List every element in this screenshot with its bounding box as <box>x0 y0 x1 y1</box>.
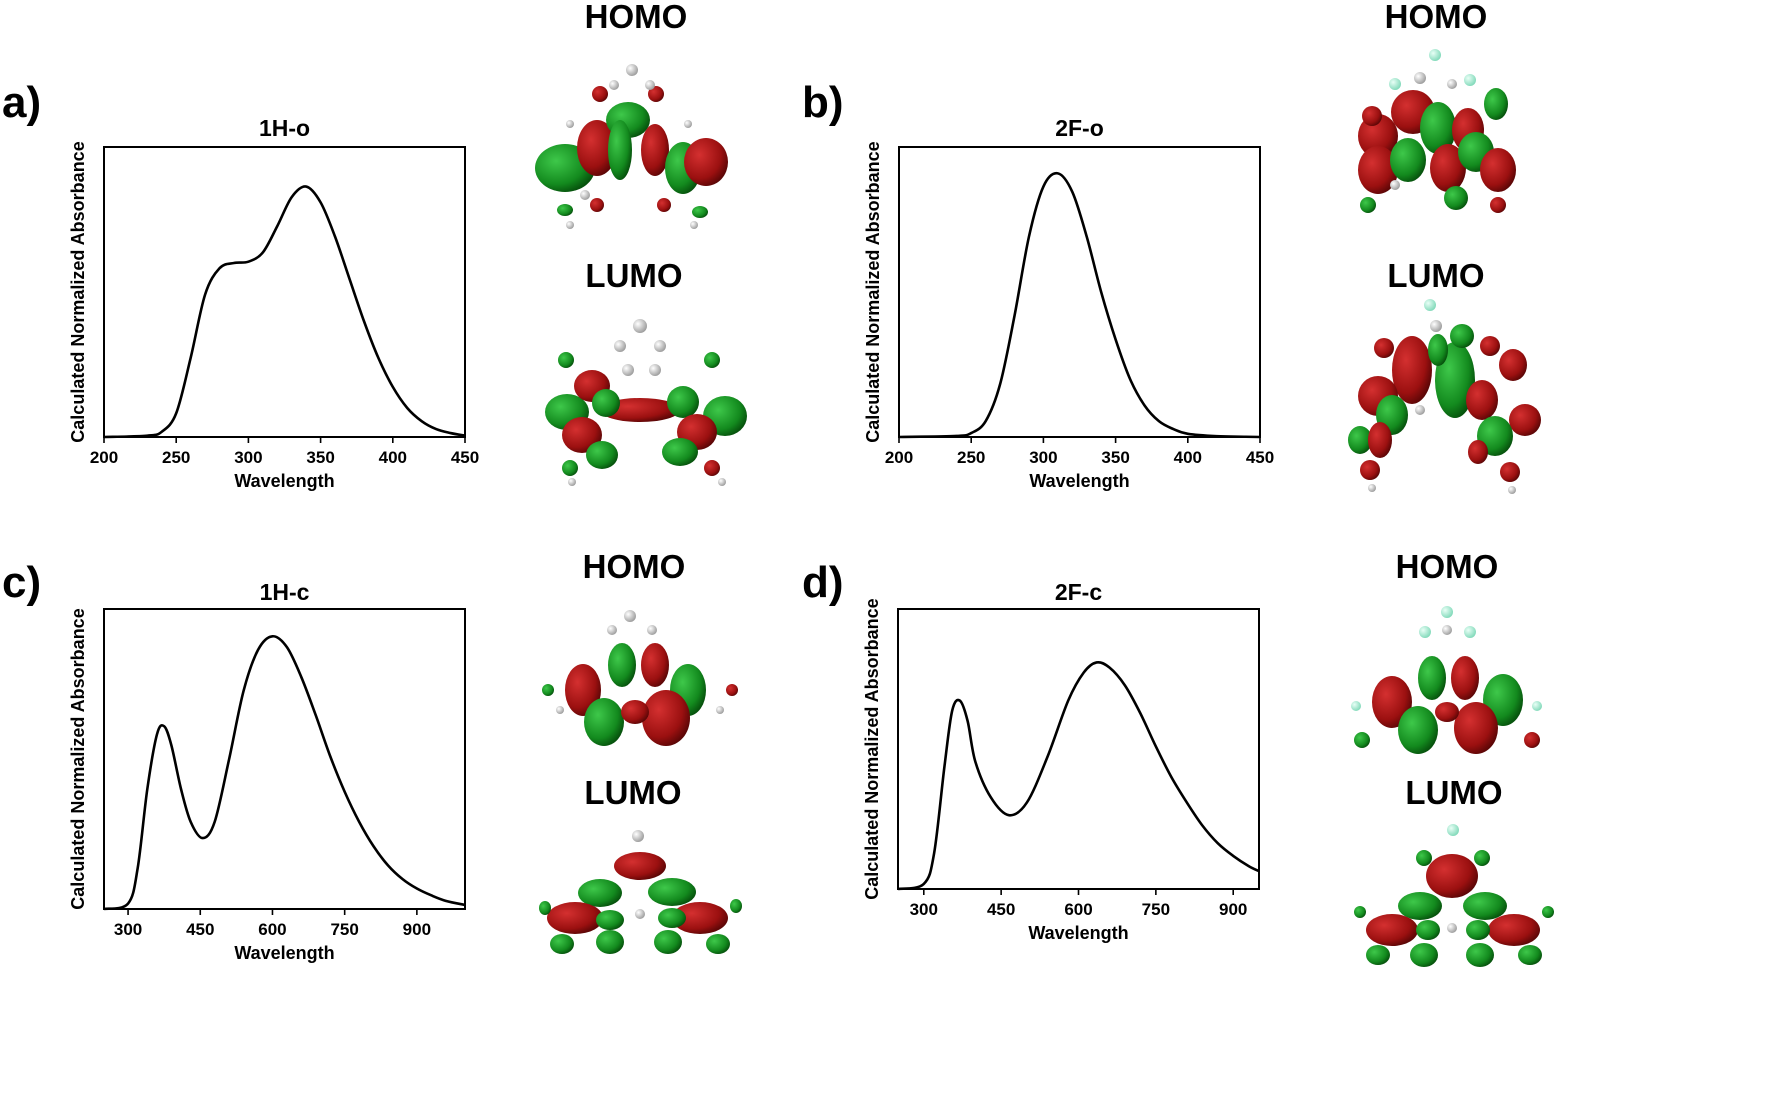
plot-frame-c <box>103 608 466 910</box>
orbital-lumo-1h-o <box>545 319 747 486</box>
orbital-homo-2f-o <box>1358 49 1516 213</box>
series-line-d-0 <box>897 660 1260 891</box>
panel-label-d: d) <box>802 558 844 607</box>
series-line-c-0 <box>103 634 466 911</box>
homo-label-d: HOMO <box>1396 548 1499 585</box>
y-axis-label-c: Calculated Normalized Absorbance <box>68 608 88 909</box>
x-tick-label-a-350: 350 <box>306 448 334 467</box>
x-tick-label-a-400: 400 <box>379 448 407 467</box>
x-tick-label-d-300: 300 <box>910 900 938 919</box>
panel-label-c: c) <box>2 558 41 607</box>
x-tick-label-a-450: 450 <box>451 448 479 467</box>
y-axis-label-b: Calculated Normalized Absorbance <box>863 141 883 442</box>
orbital-homo-1h-o <box>535 64 728 229</box>
chart-panel-d: d) 2F-c 300 450 600 750 900 Wavelength Calculate… <box>802 558 1260 943</box>
lumo-label-a: LUMO <box>585 257 682 294</box>
x-tick-label-b-250: 250 <box>957 448 985 467</box>
x-tick-label-b-450: 450 <box>1246 448 1274 467</box>
x-tick-label-c-900: 900 <box>403 920 431 939</box>
lumo-label-b: LUMO <box>1387 257 1484 294</box>
x-tick-label-c-300: 300 <box>114 920 142 939</box>
orbital-homo-1h-c <box>542 610 738 746</box>
chart-panel-c: c) 1H-c 300 450 600 750 900 Wavelength Calculate… <box>2 558 466 963</box>
plot-frame-b <box>898 146 1261 438</box>
x-tick-label-d-750: 750 <box>1142 900 1170 919</box>
chart-title-a: 1H-o <box>259 115 310 141</box>
chart-panel-b: b) 2F-o 200 250 300 350 400 450 Wavelength Calcul… <box>802 78 1274 491</box>
x-tick-label-b-200: 200 <box>885 448 913 467</box>
chart-title-c: 1H-c <box>260 579 310 605</box>
x-tick-label-c-600: 600 <box>258 920 286 939</box>
homo-label-c: HOMO <box>583 548 686 585</box>
x-tick-label-d-900: 900 <box>1219 900 1247 919</box>
chart-title-d: 2F-c <box>1055 579 1103 605</box>
orbital-homo-2f-c <box>1351 606 1542 754</box>
x-axis-label-c: Wavelength <box>234 943 334 963</box>
x-tick-label-a-300: 300 <box>234 448 262 467</box>
lumo-label-c: LUMO <box>584 774 681 811</box>
x-tick-label-d-600: 600 <box>1064 900 1092 919</box>
homo-label-a: HOMO <box>585 0 688 35</box>
orbital-lumo-2f-c <box>1354 824 1554 967</box>
x-tick-label-b-300: 300 <box>1029 448 1057 467</box>
chart-panel-a: a) 1H-o 200 250 300 350 400 450 Wavelength Calcul… <box>2 78 479 491</box>
orbital-lumo-2f-o <box>1348 299 1541 494</box>
x-tick-label-c-750: 750 <box>330 920 358 939</box>
plot-frame-a <box>103 146 466 438</box>
panel-label-a: a) <box>2 78 41 127</box>
panel-label-b: b) <box>802 78 844 127</box>
x-tick-label-b-350: 350 <box>1101 448 1129 467</box>
x-axis-label-b: Wavelength <box>1029 471 1129 491</box>
series-line-b-0 <box>898 171 1261 439</box>
y-axis-label-a: Calculated Normalized Absorbance <box>68 141 88 442</box>
plot-frame-d <box>897 608 1260 890</box>
x-axis-label-a: Wavelength <box>234 471 334 491</box>
x-tick-label-a-200: 200 <box>90 448 118 467</box>
x-tick-label-d-450: 450 <box>987 900 1015 919</box>
chart-title-b: 2F-o <box>1055 115 1104 141</box>
orbital-lumo-1h-c <box>539 830 742 954</box>
y-axis-label-d: Calculated Normalized Absorbance <box>862 598 882 899</box>
lumo-label-d: LUMO <box>1405 774 1502 811</box>
series-line-a-0 <box>103 185 466 439</box>
x-axis-label-d: Wavelength <box>1028 923 1128 943</box>
x-tick-label-b-400: 400 <box>1174 448 1202 467</box>
x-tick-label-c-450: 450 <box>186 920 214 939</box>
homo-label-b: HOMO <box>1385 0 1488 35</box>
x-tick-label-a-250: 250 <box>162 448 190 467</box>
